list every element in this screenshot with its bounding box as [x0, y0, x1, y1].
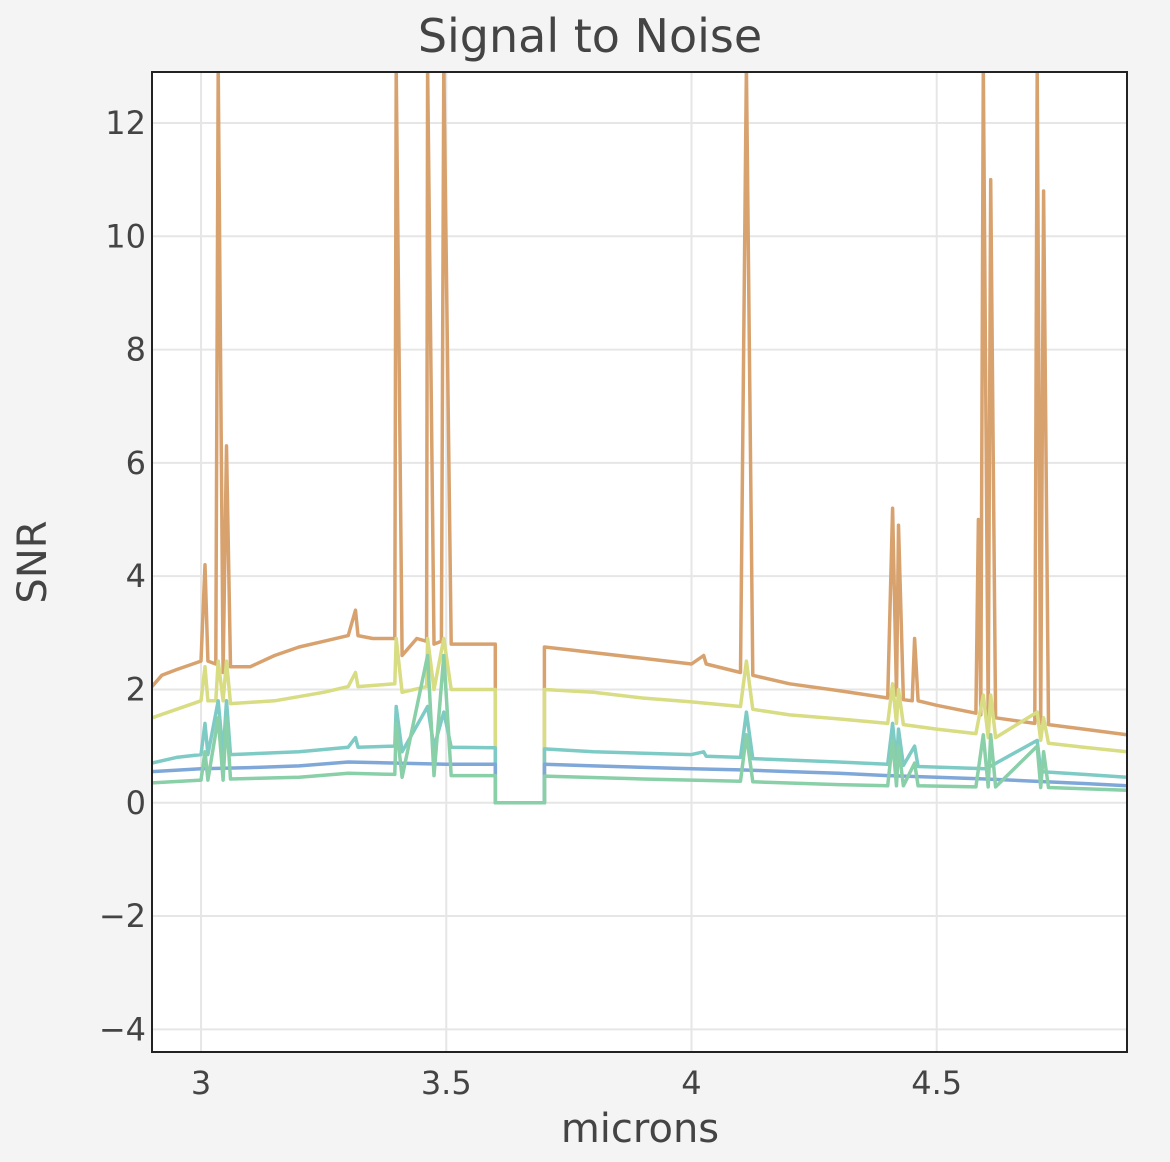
y-tick-label: −4 [99, 1010, 146, 1048]
y-axis-title: SNR [10, 520, 56, 603]
y-tick-label: 8 [126, 331, 146, 369]
y-tick-label: 4 [126, 557, 146, 595]
x-tick-label: 4.5 [911, 1064, 962, 1102]
series-line-1 [152, 72, 1127, 805]
chart-title: Signal to Noise [418, 9, 762, 63]
plot-frame [151, 71, 1128, 1053]
series-line-2 [152, 636, 1127, 805]
series-layer [152, 72, 1127, 805]
x-tick-label: 4 [681, 1064, 701, 1102]
series-line-4 [152, 760, 1127, 805]
x-axis-title: microns [561, 1106, 719, 1152]
y-tick-label: 0 [126, 784, 146, 822]
y-tick-label: 10 [105, 217, 146, 255]
grid-layer [152, 72, 1127, 1052]
y-tick-label: 12 [105, 104, 146, 142]
tick-layer: 3 3.5 4 4.5 −4 −2 0 2 4 6 8 10 12 [99, 104, 962, 1102]
x-tick-label: 3 [191, 1064, 211, 1102]
y-tick-label: 2 [126, 670, 146, 708]
x-tick-label: 3.5 [421, 1064, 472, 1102]
y-tick-label: 6 [126, 444, 146, 482]
y-tick-label: −2 [99, 897, 146, 935]
series-line-5 [152, 653, 1127, 805]
